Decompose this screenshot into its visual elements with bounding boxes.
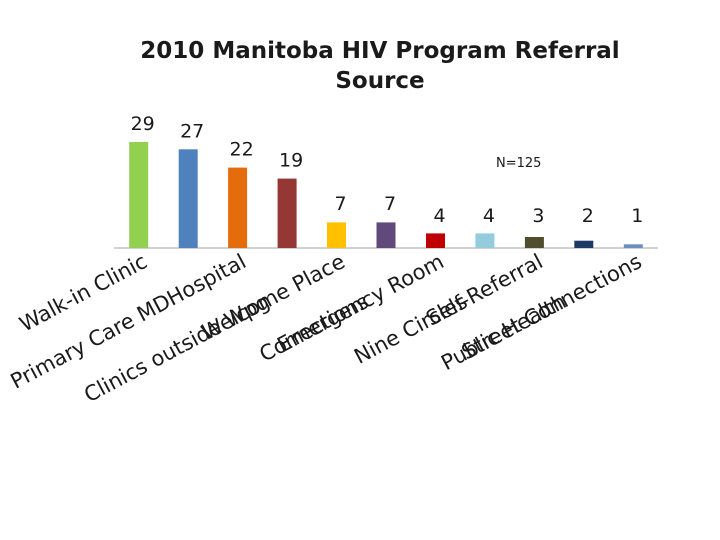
- bar-9: [524, 237, 544, 248]
- bar-7: [426, 233, 445, 248]
- value-label: 7: [384, 193, 396, 215]
- category-label: Primary Care MD: [7, 289, 175, 393]
- bar-8: [475, 233, 495, 248]
- value-label: 1: [631, 205, 643, 227]
- value-label: 4: [433, 205, 445, 227]
- value-label: 2: [582, 205, 594, 227]
- value-label: 4: [483, 205, 495, 227]
- sample-size-annotation: N=125: [496, 156, 541, 171]
- value-label: 19: [279, 150, 303, 172]
- value-label: 3: [532, 205, 544, 227]
- value-label: 27: [180, 120, 204, 142]
- bar-3: [228, 167, 248, 248]
- value-label: 29: [131, 113, 155, 135]
- bar-5: [327, 222, 346, 248]
- bar-2: [178, 149, 198, 248]
- bar-11: [623, 244, 643, 248]
- category-label: Street Connections: [458, 249, 646, 364]
- bar-6: [376, 222, 396, 248]
- value-label: 7: [334, 193, 346, 215]
- value-label: 22: [230, 139, 254, 161]
- chart-title: 2010 Manitoba HIV Program Referral Sourc…: [140, 38, 620, 94]
- bar-1: [129, 142, 149, 248]
- bar-10: [574, 240, 594, 248]
- bar-4: [277, 178, 297, 248]
- category-label: Hospital: [163, 249, 250, 310]
